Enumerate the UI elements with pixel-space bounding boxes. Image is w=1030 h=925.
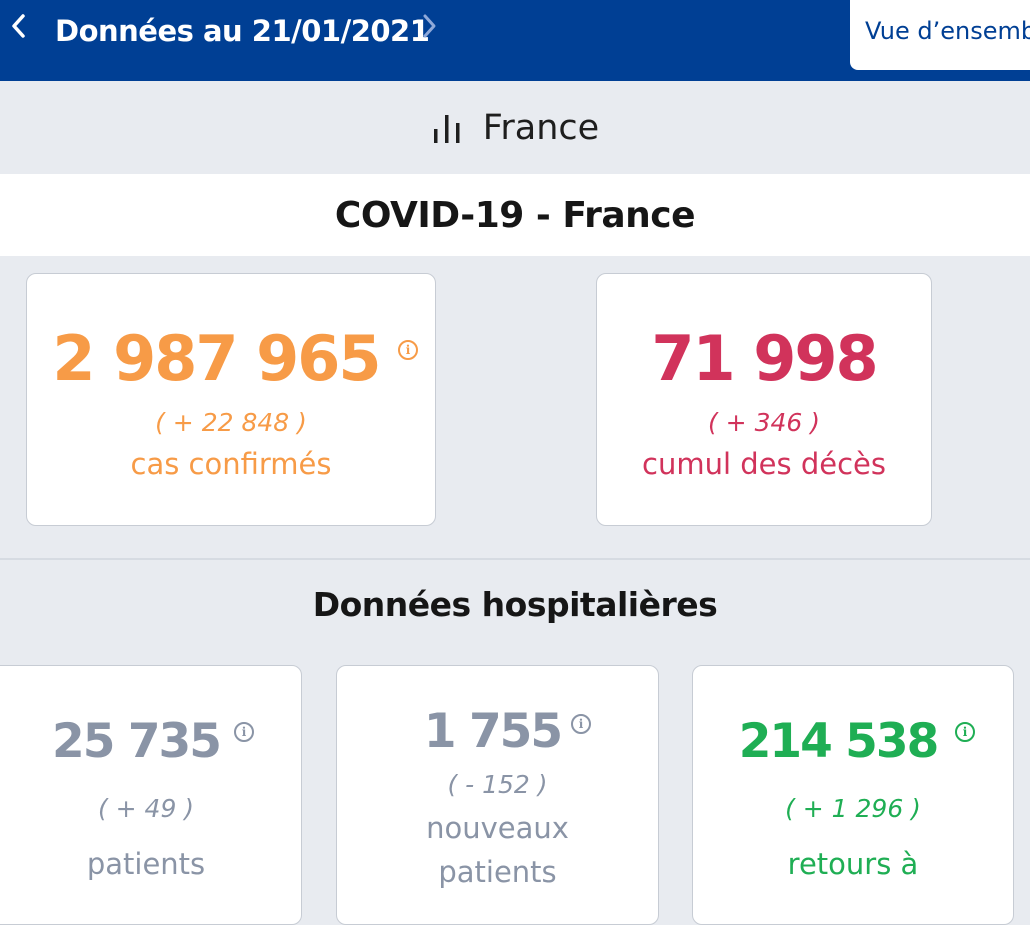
confirmed-cases-card: 2 987 965 i ( + 22 848 ) cas confirmés xyxy=(26,273,436,526)
overview-tab[interactable]: Vue d’ensemb xyxy=(850,0,1030,70)
confirmed-cases-delta: ( + 22 848 ) xyxy=(155,408,307,437)
deaths-label: cumul des décès xyxy=(642,447,886,481)
returns-home-delta: ( + 1 296 ) xyxy=(785,794,921,823)
new-patients-label-line1: nouveaux xyxy=(426,811,569,845)
new-patients-delta: ( - 152 ) xyxy=(447,770,548,799)
region-name: France xyxy=(482,107,600,148)
new-patients-label-line2: patients xyxy=(438,855,557,889)
returns-home-value: 214 538 xyxy=(738,714,940,769)
top-bar: Données au 21/01/2021 Vue d’ensemb xyxy=(0,0,1030,81)
new-patients-value: 1 755 xyxy=(423,704,563,759)
hospital-section-title: Données hospitalières xyxy=(312,585,718,624)
hospitalized-patients-card: 25 735 i ( + 49 ) patients xyxy=(0,665,302,925)
new-patients-card: 1 755 i ( - 152 ) nouveaux patients xyxy=(336,665,659,925)
chevron-left-icon xyxy=(12,14,25,38)
info-icon[interactable]: i xyxy=(398,340,418,360)
confirmed-cases-label: cas confirmés xyxy=(130,447,332,481)
hospitalized-patients-delta: ( + 49 ) xyxy=(97,794,195,823)
bar-chart-icon xyxy=(433,114,460,143)
hospitalized-patients-label: patients xyxy=(86,847,206,881)
deaths-delta: ( + 346 ) xyxy=(707,408,820,437)
returns-home-card: 214 538 i ( + 1 296 ) retours à xyxy=(692,665,1014,925)
region-selector[interactable]: France xyxy=(0,81,1030,174)
hospitalized-patients-value: 25 735 xyxy=(52,714,222,769)
deaths-value: 71 998 xyxy=(651,322,878,395)
returns-home-label: retours à xyxy=(787,847,919,881)
info-icon[interactable]: i xyxy=(955,722,975,742)
section-header: COVID-19 - France xyxy=(0,174,1030,256)
previous-date-button[interactable] xyxy=(6,8,30,44)
section-title: COVID-19 - France xyxy=(334,194,696,236)
deaths-card: 71 998 ( + 346 ) cumul des décès xyxy=(596,273,932,526)
info-icon[interactable]: i xyxy=(234,722,254,742)
confirmed-cases-value: 2 987 965 xyxy=(52,322,381,395)
date-title: Données au 21/01/2021 xyxy=(55,14,430,48)
info-icon[interactable]: i xyxy=(571,714,591,734)
section-divider xyxy=(0,558,1030,560)
next-date-button[interactable] xyxy=(418,8,442,44)
chevron-right-icon xyxy=(423,14,436,38)
